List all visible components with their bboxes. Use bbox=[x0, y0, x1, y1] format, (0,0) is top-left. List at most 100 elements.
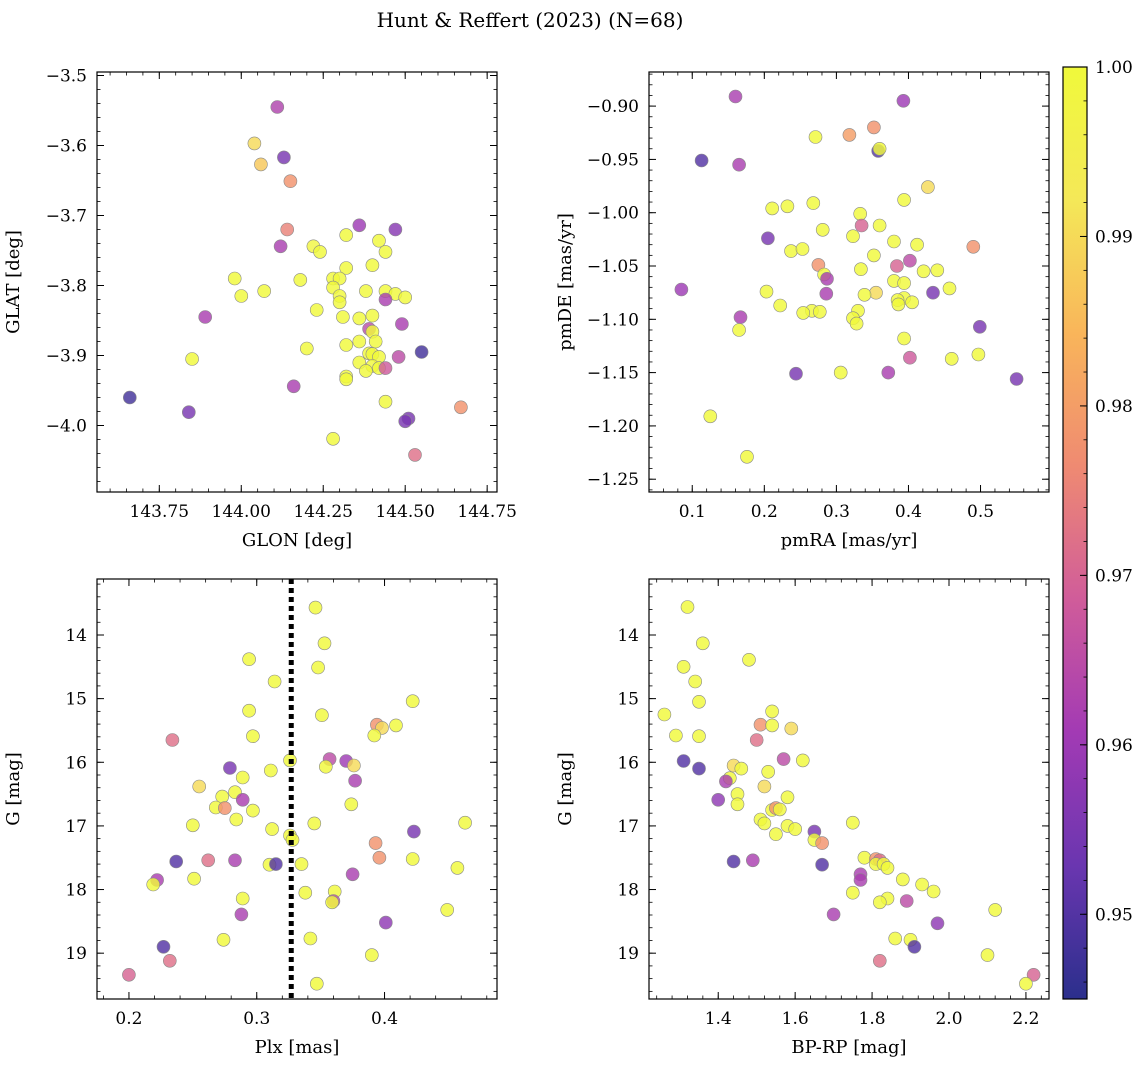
scatter-point bbox=[788, 822, 803, 836]
scatter-point bbox=[368, 334, 383, 349]
scatter-point bbox=[808, 130, 823, 144]
scatter-point bbox=[265, 822, 279, 836]
scatter-point bbox=[980, 948, 995, 962]
x-tick-label: 143.75 bbox=[130, 502, 189, 522]
scatter-point bbox=[669, 728, 683, 743]
y-tick-label: 19 bbox=[617, 944, 639, 964]
y-axis-label: GLAT [deg] bbox=[3, 230, 24, 334]
scatter-point bbox=[887, 234, 901, 249]
scatter-point bbox=[692, 761, 706, 776]
scatter-point bbox=[156, 939, 171, 954]
panel-top-right: 0.1 0.2 0.3 0.4 0.5 −0.90 −0.95 −1.00 −1.05 −1.10… bbox=[555, 71, 1050, 551]
scatter-point bbox=[730, 797, 745, 812]
scatter-point bbox=[359, 364, 373, 378]
scatter-point bbox=[286, 379, 301, 394]
y-axis-label: G [mag] bbox=[3, 752, 24, 825]
scatter-point bbox=[378, 394, 393, 409]
scatter-point bbox=[872, 895, 887, 910]
scatter-point bbox=[857, 850, 872, 865]
y-tick-label: −1.10 bbox=[587, 310, 639, 330]
scatter-point bbox=[757, 816, 772, 831]
scatter-point bbox=[163, 953, 177, 968]
scatter-point bbox=[845, 885, 860, 900]
x-tick-label: 144.50 bbox=[375, 502, 434, 522]
scatter-point bbox=[235, 891, 250, 906]
x-tick-label: 0.3 bbox=[243, 1009, 270, 1029]
scatter-point bbox=[733, 310, 748, 325]
scatter-point bbox=[907, 939, 922, 954]
x-tick-label: 2.0 bbox=[935, 1009, 962, 1029]
scatter-point bbox=[695, 636, 710, 651]
colorbar-tick-label: 0.99 bbox=[1095, 227, 1133, 247]
scatter-point bbox=[367, 728, 382, 743]
scatter-point bbox=[749, 733, 764, 747]
scatter-point bbox=[309, 303, 324, 317]
scatter-point bbox=[942, 281, 957, 296]
y-tick-label: 16 bbox=[65, 753, 87, 773]
scatter-point bbox=[198, 310, 212, 324]
scatter-point bbox=[339, 372, 354, 387]
scatter-point bbox=[270, 100, 285, 114]
scatter-point bbox=[458, 815, 472, 830]
scatter-point bbox=[229, 812, 244, 827]
scatter-point bbox=[414, 345, 429, 359]
scatter-point bbox=[165, 733, 180, 747]
scatter-point bbox=[819, 286, 834, 301]
y-axis-label: G [mag] bbox=[555, 752, 576, 825]
scatter-point bbox=[339, 338, 354, 352]
scatter-point bbox=[872, 953, 887, 968]
scatter-point bbox=[326, 431, 340, 446]
scatter-point bbox=[216, 932, 231, 947]
colorbar-tick-label: 0.97 bbox=[1095, 566, 1133, 586]
scatter-point bbox=[692, 729, 706, 744]
scatter-point bbox=[988, 903, 1003, 917]
y-tick-label: −0.95 bbox=[587, 150, 639, 170]
scatter-point bbox=[676, 659, 691, 674]
scatter-point bbox=[307, 816, 322, 831]
scatter-point bbox=[773, 298, 788, 313]
panel-top-left: 143.75 144.00 144.25 144.50 144.75 −3.5 −3.6 −3… bbox=[3, 67, 517, 552]
scatter-point bbox=[235, 770, 250, 785]
y-tick-label: 18 bbox=[617, 881, 639, 901]
scatter-point bbox=[303, 931, 318, 946]
scatter-point bbox=[313, 245, 327, 259]
scatter-point bbox=[897, 193, 911, 207]
scatter-point bbox=[780, 790, 795, 805]
scatter-point bbox=[826, 907, 841, 922]
scatter-point bbox=[740, 449, 754, 464]
y-tick-label: −1.00 bbox=[587, 204, 639, 224]
panel-bottom-right: 1.4 1.6 1.8 2.0 2.2 14 15 16 17 18 19 BP-RP [mag] G … bbox=[555, 578, 1050, 1058]
scatter-point bbox=[365, 308, 380, 323]
scatter-point bbox=[293, 273, 308, 287]
colorbar-frame bbox=[1062, 66, 1088, 1000]
scatter-point bbox=[405, 852, 420, 866]
scatter-point bbox=[806, 196, 821, 210]
scatter-point bbox=[761, 231, 775, 246]
scatter-point bbox=[926, 884, 941, 899]
x-axis-label: BP-RP [mag] bbox=[791, 1037, 906, 1058]
scatter-point bbox=[368, 836, 383, 850]
x-tick-label: 1.8 bbox=[859, 1009, 886, 1029]
x-tick-label: 0.5 bbox=[967, 502, 994, 522]
scatter-point bbox=[294, 857, 309, 871]
scatter-point bbox=[903, 253, 917, 268]
y-tick-label: −3.5 bbox=[46, 67, 87, 87]
scatter-point bbox=[916, 264, 931, 279]
y-tick-label: 15 bbox=[617, 690, 639, 710]
x-tick-label: 144.75 bbox=[457, 502, 516, 522]
scatter-point bbox=[311, 660, 325, 675]
y-tick-label: 17 bbox=[617, 817, 639, 837]
scatter-point bbox=[789, 366, 803, 381]
scatter-point bbox=[905, 295, 919, 310]
scatter-point bbox=[815, 223, 830, 237]
scatter-point bbox=[440, 903, 455, 917]
scatter-point bbox=[234, 907, 249, 922]
scatter-point bbox=[187, 871, 201, 886]
scatter-point bbox=[897, 331, 911, 346]
scatter-point bbox=[283, 174, 298, 188]
x-tick-label: 0.2 bbox=[115, 1009, 142, 1029]
y-axis-label: pmDE [mas/yr] bbox=[555, 213, 576, 351]
scatter-point bbox=[146, 877, 160, 892]
scatter-point bbox=[742, 652, 756, 667]
scatter-point bbox=[352, 218, 367, 233]
